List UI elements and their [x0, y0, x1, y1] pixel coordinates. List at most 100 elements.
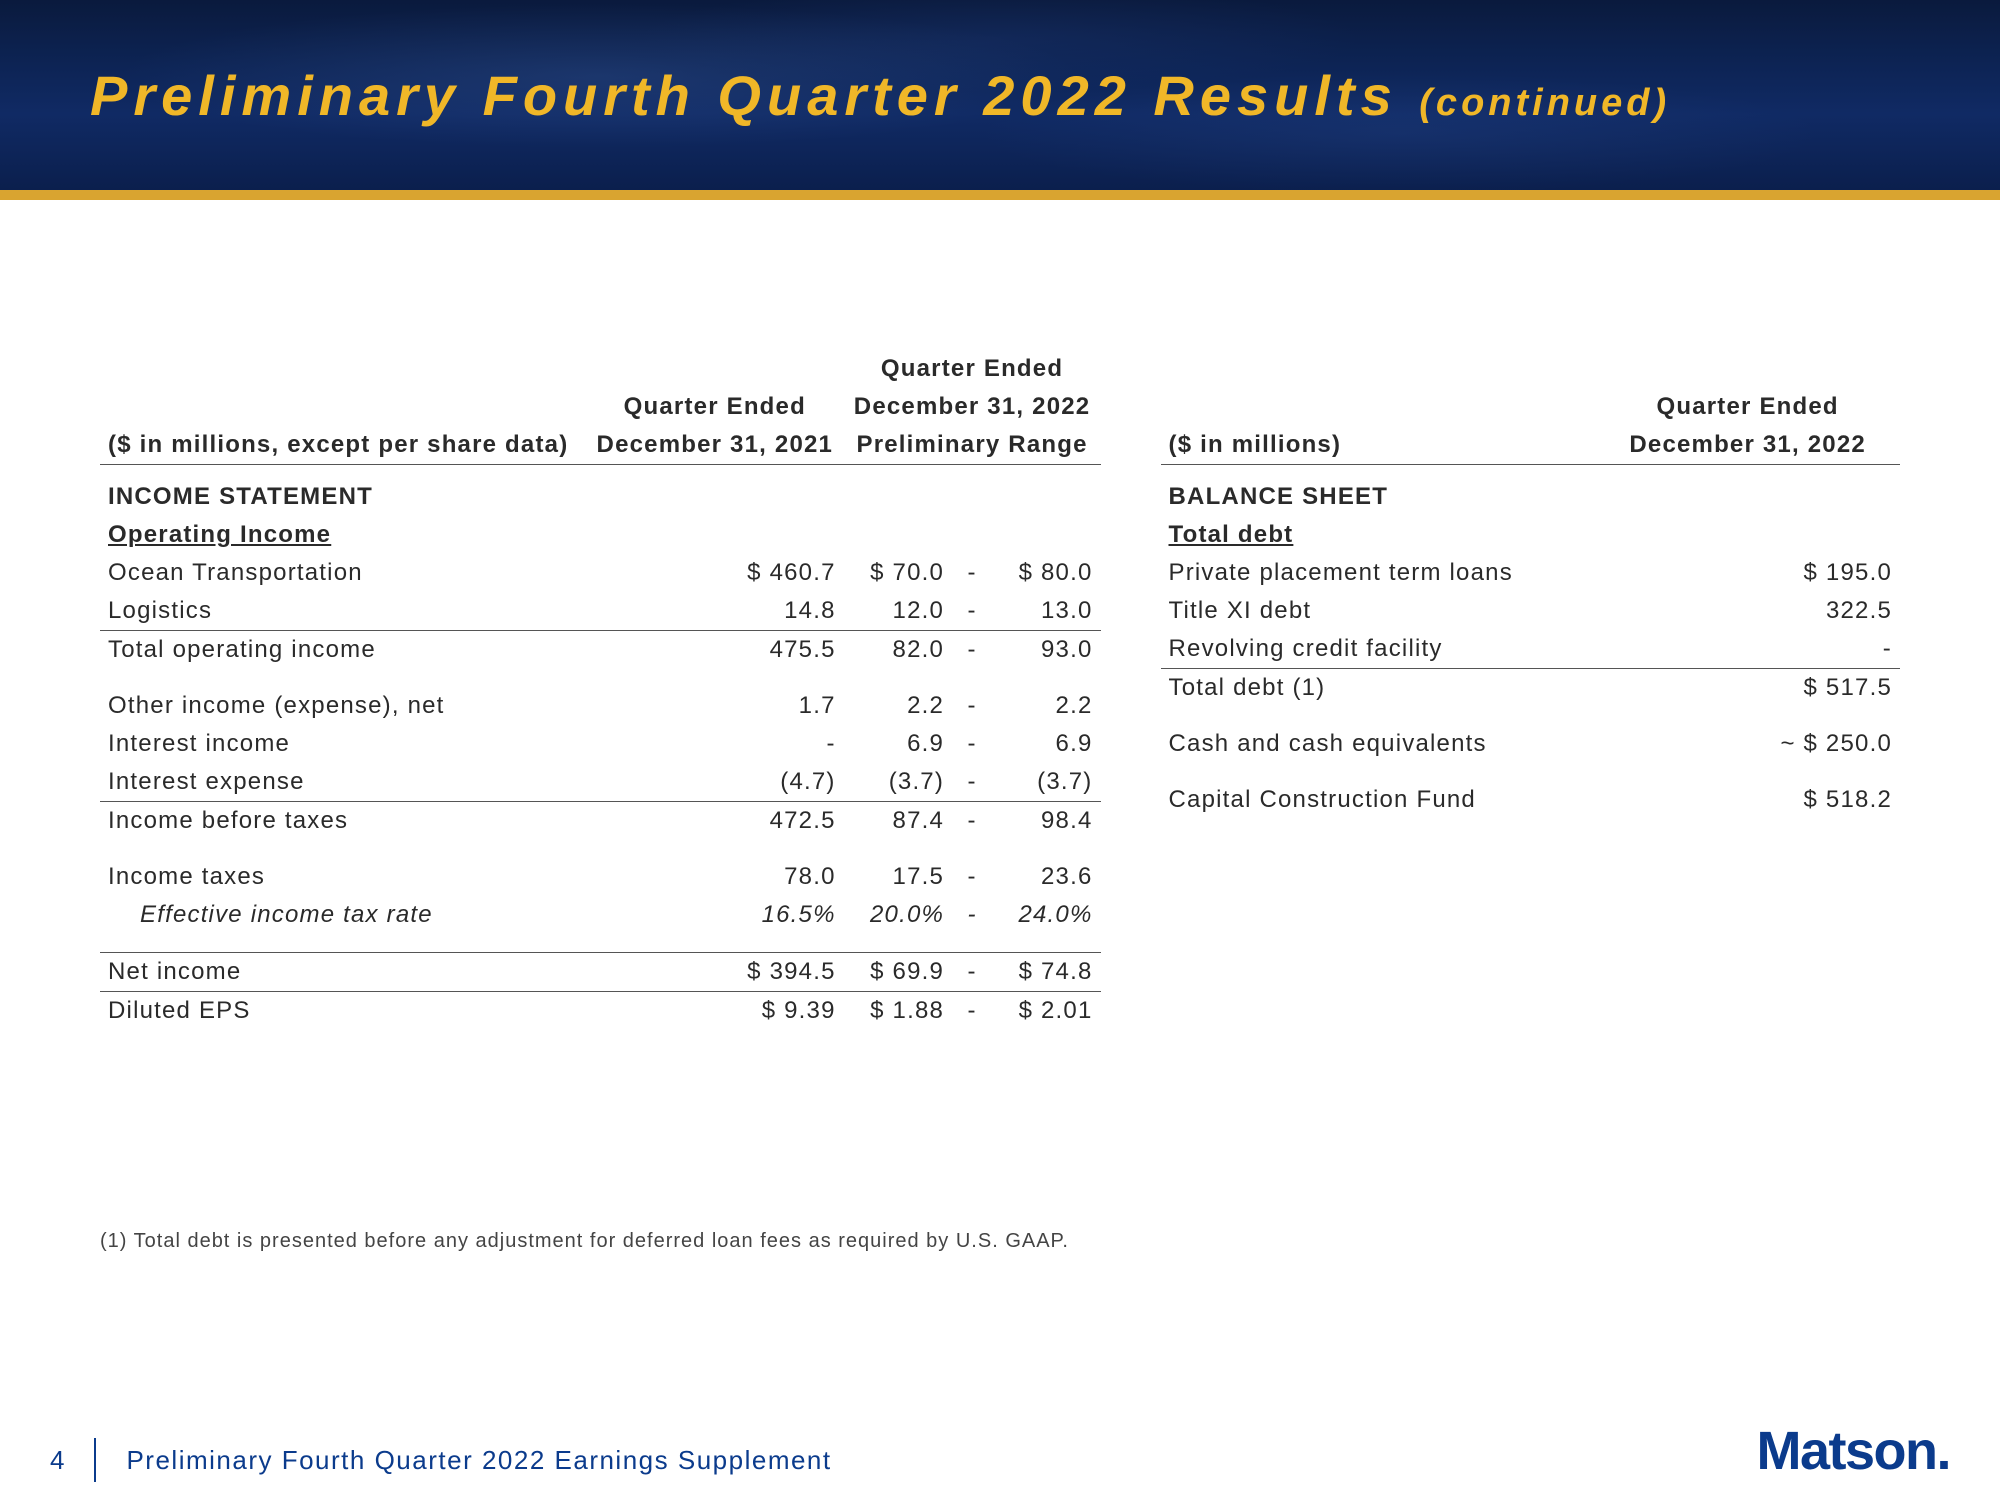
- col2-header-l3: Preliminary Range: [844, 426, 1101, 465]
- table-row: Income taxes 78.0 17.5 - 23.6: [100, 858, 1101, 896]
- row-label: Diluted EPS: [100, 991, 586, 1030]
- row-value: $ 517.5: [1595, 669, 1900, 708]
- row-value: -: [1595, 630, 1900, 669]
- income-section-heading: INCOME STATEMENT: [100, 465, 1101, 517]
- row-range-hi: 6.9: [992, 725, 1100, 763]
- table-row: Private placement term loans $ 195.0: [1161, 554, 1901, 592]
- balance-sheet-table: Quarter Ended ($ in millions) December 3…: [1161, 350, 1901, 1170]
- col2-header-l1: Quarter Ended: [844, 350, 1101, 388]
- row-range-lo: 17.5: [844, 858, 952, 896]
- row-range-lo: 82.0: [844, 631, 952, 670]
- row-label: Net income: [100, 952, 586, 991]
- col2-header-l2: December 31, 2022: [844, 388, 1101, 426]
- row-range-hi: 98.4: [992, 802, 1100, 841]
- row-range-lo: (3.7): [844, 763, 952, 802]
- slide-title: Preliminary Fourth Quarter 2022 Results …: [90, 63, 1670, 128]
- range-dash: -: [952, 592, 992, 631]
- table-row: Capital Construction Fund $ 518.2: [1161, 781, 1901, 819]
- row-range-lo: 2.2: [844, 687, 952, 725]
- logo-text: Matson: [1756, 1421, 1936, 1481]
- gold-strip: [0, 190, 2000, 200]
- row-range-hi: 93.0: [992, 631, 1100, 670]
- row-range-lo: 87.4: [844, 802, 952, 841]
- row-val-2021: 16.5%: [586, 896, 844, 934]
- page-number: 4: [50, 1445, 64, 1476]
- table-row: Income before taxes 472.5 87.4 - 98.4: [100, 802, 1101, 841]
- row-label: Logistics: [100, 592, 586, 631]
- table-row: Total operating income 475.5 82.0 - 93.0: [100, 631, 1101, 670]
- row-range-lo: $ 70.0: [844, 554, 952, 592]
- range-dash: -: [952, 896, 992, 934]
- matson-logo: Matson.: [1756, 1420, 1950, 1482]
- table-row: Ocean Transportation $ 460.7 $ 70.0 - $ …: [100, 554, 1101, 592]
- table-row: Cash and cash equivalents ~ $ 250.0: [1161, 725, 1901, 763]
- total-debt-heading: Total debt: [1161, 516, 1901, 554]
- row-label: Effective income tax rate: [100, 896, 586, 934]
- table-row: Logistics 14.8 12.0 - 13.0: [100, 592, 1101, 631]
- row-range-hi: $ 80.0: [992, 554, 1100, 592]
- range-dash: -: [952, 952, 992, 991]
- balance-section-heading: BALANCE SHEET: [1161, 465, 1901, 517]
- table-row: Interest income - 6.9 - 6.9: [100, 725, 1101, 763]
- row-val-2021: (4.7): [586, 763, 844, 802]
- row-value: ~ $ 250.0: [1595, 725, 1900, 763]
- row-range-hi: (3.7): [992, 763, 1100, 802]
- row-range-hi: 13.0: [992, 592, 1100, 631]
- header-banner: Preliminary Fourth Quarter 2022 Results …: [0, 0, 2000, 190]
- range-dash: -: [952, 858, 992, 896]
- row-val-2021: 472.5: [586, 802, 844, 841]
- operating-income-heading: Operating Income: [100, 516, 1101, 554]
- row-range-hi: 2.2: [992, 687, 1100, 725]
- row-val-2021: 78.0: [586, 858, 844, 896]
- row-label: Revolving credit facility: [1161, 630, 1596, 669]
- range-dash: -: [952, 763, 992, 802]
- footer: 4 Preliminary Fourth Quarter 2022 Earnin…: [0, 1420, 2000, 1500]
- row-label: Total debt (1): [1161, 669, 1596, 708]
- income-header-note: ($ in millions, except per share data): [100, 426, 586, 465]
- row-value: 322.5: [1595, 592, 1900, 630]
- table-row: Revolving credit facility -: [1161, 630, 1901, 669]
- row-label: Interest income: [100, 725, 586, 763]
- row-range-hi: 23.6: [992, 858, 1100, 896]
- row-range-lo: 6.9: [844, 725, 952, 763]
- range-dash: -: [952, 631, 992, 670]
- footnote: (1) Total debt is presented before any a…: [100, 1230, 1069, 1253]
- row-val-2021: $ 460.7: [586, 554, 844, 592]
- row-range-lo: 20.0%: [844, 896, 952, 934]
- slide: Preliminary Fourth Quarter 2022 Results …: [0, 0, 2000, 1500]
- row-range-hi: 24.0%: [992, 896, 1100, 934]
- footer-divider: [94, 1438, 96, 1482]
- row-value: $ 518.2: [1595, 781, 1900, 819]
- title-main: Preliminary Fourth Quarter 2022 Results: [90, 64, 1398, 127]
- footer-title: Preliminary Fourth Quarter 2022 Earnings…: [126, 1445, 831, 1476]
- range-dash: -: [952, 725, 992, 763]
- row-label: Other income (expense), net: [100, 687, 586, 725]
- table-row: Interest expense (4.7) (3.7) - (3.7): [100, 763, 1101, 802]
- table-row: Net income $ 394.5 $ 69.9 - $ 74.8: [100, 952, 1101, 991]
- row-range-lo: $ 1.88: [844, 991, 952, 1030]
- row-val-2021: $ 394.5: [586, 952, 844, 991]
- row-val-2021: 1.7: [586, 687, 844, 725]
- income-statement-table: Quarter Ended Quarter Ended December 31,…: [100, 350, 1101, 1170]
- range-dash: -: [952, 991, 992, 1030]
- row-value: $ 195.0: [1595, 554, 1900, 592]
- bs-col-l2: December 31, 2022: [1595, 426, 1900, 465]
- table-row: Title XI debt 322.5: [1161, 592, 1901, 630]
- col1-header-l1: Quarter Ended: [586, 388, 844, 426]
- range-dash: -: [952, 554, 992, 592]
- row-range-lo: 12.0: [844, 592, 952, 631]
- row-label: Title XI debt: [1161, 592, 1596, 630]
- col1-header-l2: December 31, 2021: [586, 426, 844, 465]
- range-dash: -: [952, 687, 992, 725]
- content-area: Quarter Ended Quarter Ended December 31,…: [100, 350, 1900, 1170]
- row-label: Income before taxes: [100, 802, 586, 841]
- row-label: Cash and cash equivalents: [1161, 725, 1596, 763]
- row-range-hi: $ 2.01: [992, 991, 1100, 1030]
- balance-header-note: ($ in millions): [1161, 426, 1596, 465]
- row-label: Ocean Transportation: [100, 554, 586, 592]
- row-range-lo: $ 69.9: [844, 952, 952, 991]
- row-label: Capital Construction Fund: [1161, 781, 1596, 819]
- row-val-2021: $ 9.39: [586, 991, 844, 1030]
- row-label: Private placement term loans: [1161, 554, 1596, 592]
- table-row: Total debt (1) $ 517.5: [1161, 669, 1901, 708]
